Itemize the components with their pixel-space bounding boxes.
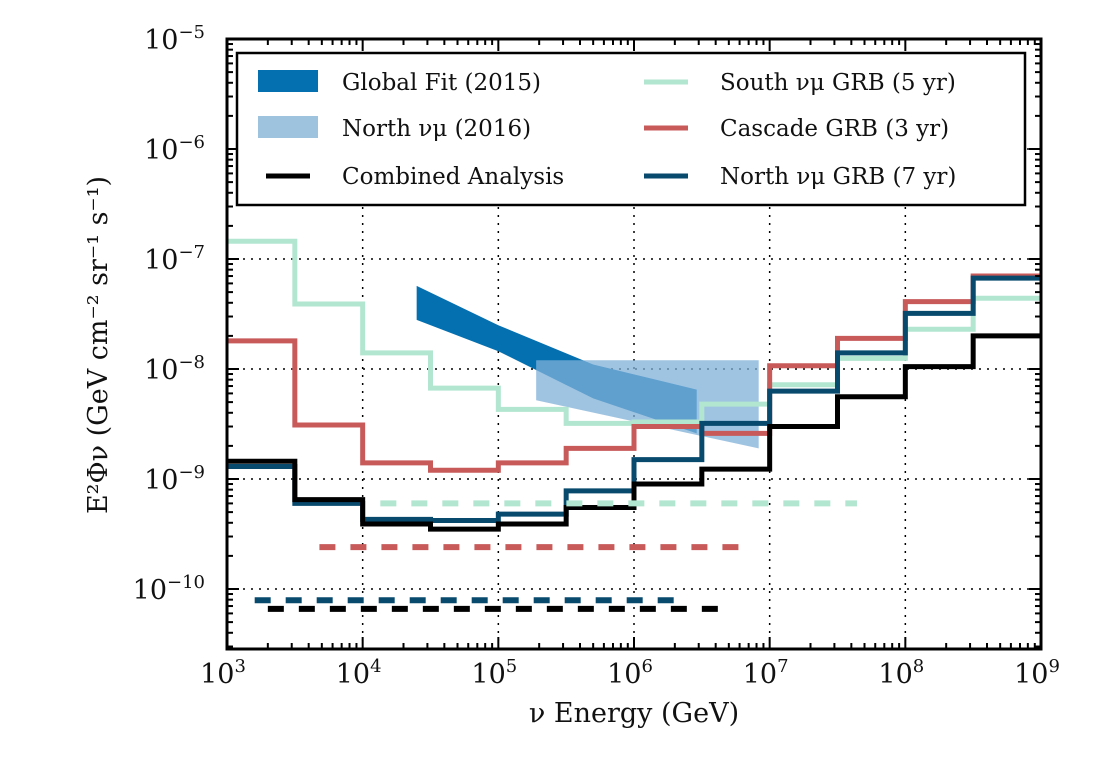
y-tick-label: 10−7	[144, 242, 205, 276]
legend-box	[235, 51, 1027, 207]
legend-label-combined-analysis: Combined Analysis	[342, 164, 564, 190]
y-axis-title: E²Φν (GeV cm⁻² sr⁻¹ s⁻¹)	[83, 176, 114, 514]
x-tick-label: 103	[200, 656, 246, 690]
y-tick-label: 10−10	[133, 572, 205, 606]
legend-label-south-grb-5-yr: South νμ GRB (5 yr)	[720, 70, 956, 96]
legend-swatch-north-2016	[258, 116, 318, 138]
y-tick-label: 10−8	[144, 352, 205, 386]
x-tick-label: 108	[878, 656, 924, 690]
dashed-lines	[254, 500, 857, 612]
legend: Global Fit (2015) North νμ (2016) Combined…	[235, 51, 1027, 207]
series	[227, 238, 1041, 532]
legend-label-north-grb-7-yr: North νμ GRB (7 yr)	[720, 164, 956, 190]
series-line-combined-analysis	[227, 333, 1041, 532]
x-tick-label: 106	[607, 656, 653, 690]
x-tick-label: 109	[1014, 656, 1060, 690]
legend-label-north-2016: North νμ (2016)	[342, 116, 531, 142]
axes	[225, 37, 1043, 651]
tick-labels: 103 104 105 106 107 108 109 10−5 10−6 10−7 10−8 10−…	[133, 22, 1060, 690]
x-tick-label: 105	[471, 656, 517, 690]
legend-swatch-global-fit-2015	[258, 70, 318, 92]
x-axis-title: ν Energy (GeV)	[529, 698, 739, 729]
x-tick-label: 104	[336, 656, 382, 690]
y-tick-label: 10−5	[144, 22, 205, 56]
y-tick-label: 10−6	[144, 132, 205, 166]
legend-label-global-fit-2015: Global Fit (2015)	[342, 70, 541, 96]
legend-label-cascade-grb-3-yr: Cascade GRB (3 yr)	[720, 116, 949, 142]
x-tick-label: 107	[743, 656, 789, 690]
y-tick-label: 10−9	[144, 462, 205, 496]
